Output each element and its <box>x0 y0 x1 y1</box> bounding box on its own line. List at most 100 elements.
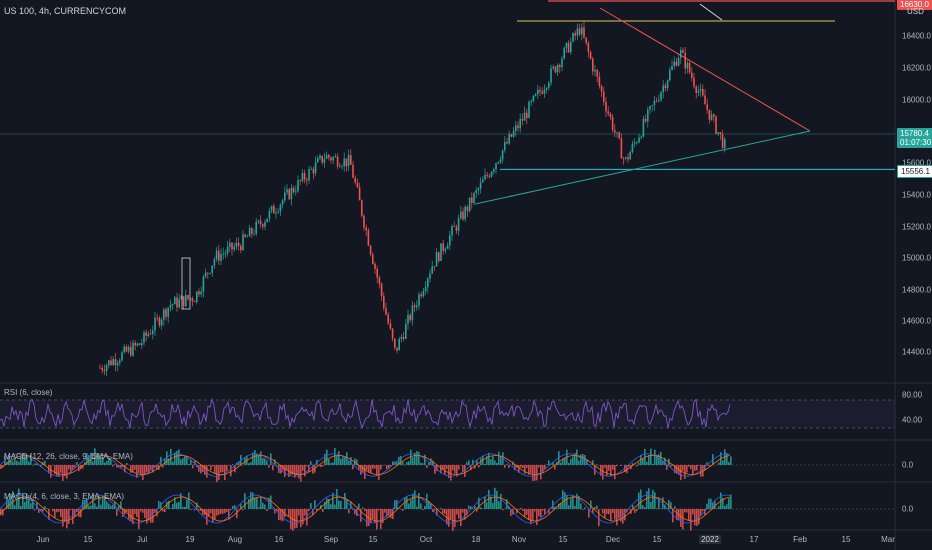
macd-histogram-bar <box>376 509 378 530</box>
candle-body <box>570 41 572 53</box>
macd-histogram-bar <box>322 465 324 467</box>
candle-body <box>504 142 506 151</box>
macd-histogram-bar <box>574 505 576 509</box>
macd-histogram-bar <box>462 465 464 472</box>
candle-body <box>180 296 183 300</box>
macd-histogram-bar <box>604 465 606 468</box>
bar-countdown: 01:07:30 <box>900 138 932 147</box>
macd-histogram-bar <box>656 508 658 509</box>
macd-histogram-bar <box>240 454 242 465</box>
macd-histogram-bar <box>302 465 304 471</box>
macd-histogram-bar <box>214 509 216 520</box>
macd-histogram-bar <box>560 502 562 509</box>
candle-body <box>658 100 660 101</box>
macd-histogram-bar <box>8 455 10 465</box>
candle-body <box>563 47 565 59</box>
macd-histogram-bar <box>338 451 340 465</box>
macd-histogram-bar <box>14 459 16 465</box>
macd-histogram-bar <box>66 509 68 529</box>
candle-body <box>321 155 323 163</box>
macd-histogram-bar <box>368 465 370 473</box>
macd-histogram-bar <box>408 503 410 509</box>
macd-histogram-bar <box>272 465 274 471</box>
candle-body <box>721 134 724 148</box>
macd-histogram-bar <box>686 465 688 473</box>
macd-histogram-bar <box>226 509 228 512</box>
macd-histogram-bar <box>416 451 418 465</box>
candle-body <box>323 158 326 163</box>
macd-histogram-bar <box>62 465 64 481</box>
candle-body <box>510 134 513 137</box>
macd-histogram-bar <box>176 450 178 465</box>
macd-histogram-bar <box>384 509 386 513</box>
macd-histogram-bar <box>154 509 156 513</box>
macd-histogram-bar <box>396 462 398 465</box>
macd-histogram-bar <box>138 509 140 530</box>
macd-histogram-bar <box>454 465 456 474</box>
macd-histogram-bar <box>496 462 498 465</box>
macd-histogram-bar <box>126 509 128 512</box>
macd-histogram-bar <box>492 456 494 465</box>
candle-body <box>724 139 726 148</box>
candle-body <box>334 156 337 158</box>
macd-histogram-bar <box>470 465 472 471</box>
macd-histogram-bar <box>210 509 212 514</box>
candle-body <box>325 154 328 159</box>
time-tick: 15 <box>558 535 568 544</box>
macd-histogram-bar <box>668 499 670 509</box>
macd-histogram-bar <box>524 509 526 517</box>
candle-body <box>675 61 678 66</box>
candle-body <box>625 157 627 159</box>
macd-histogram-bar <box>616 509 618 526</box>
candle-body <box>455 226 458 231</box>
macd-histogram-bar <box>420 503 422 509</box>
candle-body <box>215 250 218 260</box>
macd-histogram-bar <box>608 465 610 471</box>
macd-histogram-bar <box>452 465 454 471</box>
macd-histogram-bar <box>374 465 376 469</box>
candle-body <box>235 242 238 247</box>
macd-histogram-bar <box>580 454 582 465</box>
macd-panel-2 <box>0 487 895 531</box>
candle-body <box>620 138 623 159</box>
macd-histogram-bar <box>406 496 408 509</box>
macd-histogram-bar <box>296 509 298 528</box>
macd-histogram-bar <box>422 509 424 511</box>
macd-histogram-bar <box>264 458 266 465</box>
macd-histogram-bar <box>544 465 546 469</box>
macd-histogram-bar <box>98 455 100 465</box>
macd-histogram-bar <box>270 495 272 509</box>
macd-histogram-bar <box>686 509 688 513</box>
macd-histogram-bar <box>654 449 656 465</box>
macd-histogram-bar <box>444 509 446 514</box>
macd-histogram-bar <box>622 509 624 524</box>
macd-histogram-bar <box>358 503 360 509</box>
macd-histogram-bar <box>64 465 66 477</box>
candle-body <box>607 111 609 114</box>
macd-histogram-bar <box>596 464 598 465</box>
macd-histogram-bar <box>386 465 388 470</box>
candle-body <box>598 76 601 86</box>
candle-body <box>438 252 440 261</box>
candle-body <box>398 338 400 351</box>
macd-histogram-bar <box>358 465 360 471</box>
macd-histogram-bar <box>436 509 438 516</box>
candle-body <box>270 205 273 211</box>
macd-histogram-bar <box>118 505 120 509</box>
macd-histogram-bar <box>310 461 312 465</box>
macd-histogram-bar <box>576 493 578 509</box>
candle-body <box>482 179 484 183</box>
candle-body <box>479 182 482 189</box>
macd-histogram-bar <box>234 465 236 473</box>
candle-body <box>317 158 319 163</box>
macd-histogram-bar <box>144 465 146 475</box>
macd-histogram-bar <box>474 506 476 509</box>
macd-histogram-bar <box>70 465 72 474</box>
macd-histogram-bar <box>170 448 172 465</box>
macd-histogram-bar <box>632 463 634 465</box>
macd-histogram-bar <box>454 509 456 528</box>
macd-histogram-bar <box>320 465 322 468</box>
macd-histogram-bar <box>304 465 306 477</box>
macd-histogram-bar <box>284 509 286 517</box>
